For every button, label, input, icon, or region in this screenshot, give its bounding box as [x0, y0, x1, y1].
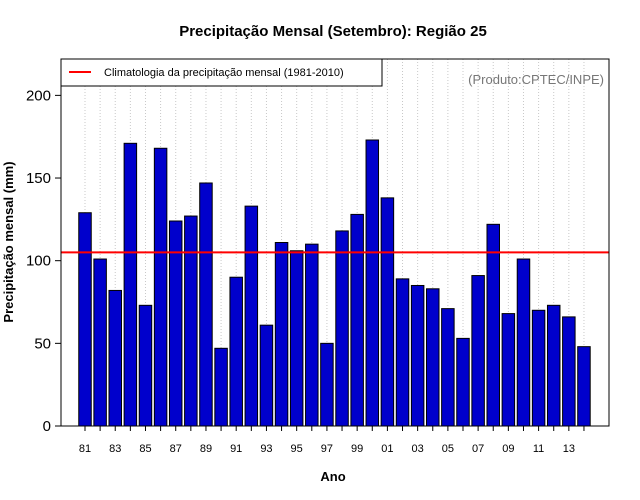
bar-94 — [274, 242, 289, 427]
bar-07 — [471, 275, 485, 427]
x-tick-label: 95 — [291, 443, 303, 455]
bar-91 — [229, 276, 243, 427]
bar-10 — [516, 258, 531, 427]
bar-08 — [486, 223, 500, 427]
bar-88 — [184, 215, 198, 427]
bar-11 — [531, 309, 546, 427]
x-tick-label: 83 — [109, 443, 121, 455]
chart-title: Precipitação Mensal (Setembro): Região 2… — [179, 23, 487, 40]
bar-14 — [577, 346, 591, 427]
bar-05 — [441, 308, 455, 427]
bar-00 — [365, 139, 380, 427]
bar-82 — [93, 258, 107, 427]
x-tick-label: 91 — [230, 443, 242, 455]
x-axis-label: Ano — [320, 469, 345, 484]
bar-06 — [456, 337, 470, 427]
x-tick-label: 05 — [442, 443, 454, 455]
bar-01 — [380, 197, 395, 427]
y-tick-label: 150 — [26, 170, 51, 187]
bar-83 — [108, 289, 122, 427]
bar-13 — [562, 316, 576, 427]
y-tick-label: 50 — [34, 335, 51, 352]
bar-90 — [214, 347, 228, 427]
bar-84 — [123, 142, 138, 427]
bar-09 — [501, 313, 516, 427]
bar-99 — [350, 213, 364, 427]
x-tick-label: 03 — [412, 443, 424, 455]
bar-95 — [289, 250, 304, 427]
x-tick-label: 89 — [200, 443, 212, 455]
y-axis: 0 50 100 150 200 — [26, 87, 61, 435]
bar-98 — [335, 230, 349, 427]
x-axis: 81 83 85 87 89 91 93 95 97 99 01 03 05 07 09 11 13 — [79, 426, 585, 455]
legend-box — [60, 58, 383, 87]
x-tick-label: 07 — [472, 443, 484, 455]
bar-81 — [78, 212, 92, 427]
bar-96 — [305, 243, 319, 427]
x-tick-label: 87 — [170, 443, 182, 455]
y-axis-label: Precipitação mensal (mm) — [1, 161, 16, 322]
x-tick-label: 99 — [351, 443, 363, 455]
y-tick-label: 100 — [26, 253, 51, 270]
bar-97 — [320, 342, 334, 427]
x-tick-label: 81 — [79, 443, 91, 455]
bar-series — [78, 139, 591, 427]
x-tick-label: 13 — [563, 443, 575, 455]
x-tick-label: 01 — [381, 443, 393, 455]
x-tick-label: 93 — [260, 443, 272, 455]
y-tick-label: 200 — [26, 87, 51, 104]
bar-02 — [395, 278, 410, 427]
bar-86 — [153, 147, 168, 427]
x-tick-label: 97 — [321, 443, 333, 455]
bar-89 — [199, 182, 213, 427]
bar-04 — [426, 288, 440, 427]
legend: Climatologia da precipitação mensal (198… — [60, 58, 383, 87]
bar-12 — [546, 304, 561, 427]
bar-93 — [259, 324, 274, 427]
legend-label: Climatologia da precipitação mensal (198… — [104, 67, 344, 79]
bar-85 — [138, 304, 153, 427]
x-tick-label: 11 — [533, 443, 544, 455]
bar-03 — [410, 284, 425, 427]
source-note: (Produto:CPTEC/INPE) — [468, 72, 604, 87]
bar-92 — [244, 205, 259, 427]
x-tick-label: 09 — [502, 443, 514, 455]
x-tick-label: 85 — [139, 443, 151, 455]
y-tick-label: 0 — [43, 418, 51, 435]
